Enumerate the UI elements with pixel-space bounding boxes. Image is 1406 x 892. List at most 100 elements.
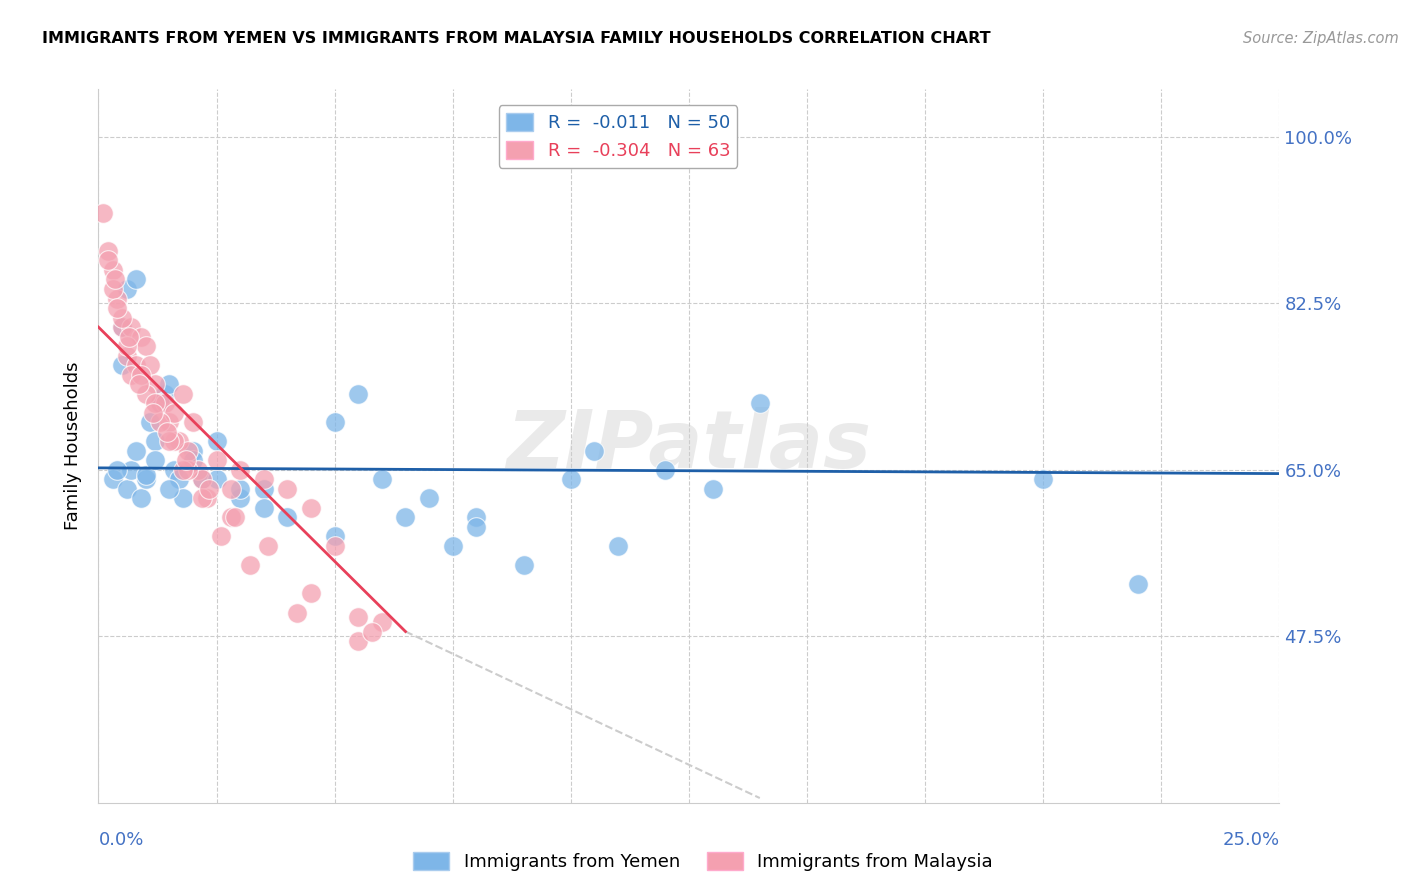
Point	[285, 606, 308, 620]
Point	[121, 368, 143, 382]
Point	[441, 539, 464, 553]
Point	[347, 610, 370, 624]
Point	[361, 624, 384, 639]
Point	[583, 443, 606, 458]
Point	[143, 396, 166, 410]
Point	[105, 301, 128, 315]
Point	[167, 472, 190, 486]
Point	[560, 472, 582, 486]
Point	[177, 443, 200, 458]
Point	[157, 377, 180, 392]
Point	[143, 377, 166, 392]
Point	[121, 463, 143, 477]
Point	[125, 272, 148, 286]
Legend: Immigrants from Yemen, Immigrants from Malaysia: Immigrants from Yemen, Immigrants from M…	[406, 845, 1000, 879]
Point	[702, 482, 724, 496]
Point	[465, 520, 488, 534]
Point	[128, 377, 150, 392]
Point	[115, 482, 138, 496]
Point	[177, 463, 200, 477]
Point	[191, 491, 214, 506]
Point	[229, 482, 252, 496]
Point	[654, 463, 676, 477]
Point	[371, 615, 394, 629]
Point	[129, 368, 152, 382]
Point	[111, 358, 134, 372]
Point	[129, 329, 152, 343]
Point	[163, 406, 186, 420]
Point	[125, 358, 148, 372]
Text: IMMIGRANTS FROM YEMEN VS IMMIGRANTS FROM MALAYSIA FAMILY HOUSEHOLDS CORRELATION : IMMIGRANTS FROM YEMEN VS IMMIGRANTS FROM…	[42, 31, 991, 46]
Point	[115, 349, 138, 363]
Point	[371, 472, 394, 486]
Point	[198, 482, 221, 496]
Point	[191, 472, 214, 486]
Point	[181, 415, 204, 429]
Point	[135, 386, 157, 401]
Point	[418, 491, 440, 506]
Point	[209, 529, 232, 543]
Point	[224, 510, 246, 524]
Point	[157, 482, 180, 496]
Point	[172, 463, 194, 477]
Point	[153, 396, 176, 410]
Point	[156, 425, 179, 439]
Point	[135, 472, 157, 486]
Point	[323, 539, 346, 553]
Point	[129, 491, 152, 506]
Point	[172, 491, 194, 506]
Point	[229, 463, 252, 477]
Point	[465, 510, 488, 524]
Text: 0.0%: 0.0%	[98, 831, 143, 849]
Point	[142, 406, 165, 420]
Point	[299, 500, 322, 515]
Point	[607, 539, 630, 553]
Point	[139, 415, 162, 429]
Point	[191, 472, 214, 486]
Point	[253, 472, 276, 486]
Point	[253, 482, 276, 496]
Point	[139, 358, 162, 372]
Point	[149, 396, 172, 410]
Point	[97, 253, 120, 268]
Point	[149, 396, 172, 410]
Point	[111, 320, 134, 334]
Point	[512, 558, 534, 572]
Point	[195, 491, 218, 506]
Point	[181, 453, 204, 467]
Point	[167, 434, 190, 449]
Text: Source: ZipAtlas.com: Source: ZipAtlas.com	[1243, 31, 1399, 46]
Point	[748, 396, 770, 410]
Point	[163, 463, 186, 477]
Point	[104, 272, 127, 286]
Point	[219, 510, 242, 524]
Point	[157, 415, 180, 429]
Point	[111, 320, 134, 334]
Point	[174, 453, 197, 467]
Point	[323, 529, 346, 543]
Point	[276, 482, 298, 496]
Point	[111, 310, 134, 325]
Point	[205, 453, 228, 467]
Point	[187, 463, 209, 477]
Point	[143, 453, 166, 467]
Point	[394, 510, 416, 524]
Y-axis label: Family Households: Family Households	[65, 362, 83, 530]
Point	[105, 292, 128, 306]
Point	[115, 339, 138, 353]
Point	[115, 282, 138, 296]
Point	[101, 263, 124, 277]
Point	[1126, 577, 1149, 591]
Text: 25.0%: 25.0%	[1222, 831, 1279, 849]
Legend: R =  -0.011   N = 50, R =  -0.304   N = 63: R = -0.011 N = 50, R = -0.304 N = 63	[499, 105, 737, 168]
Point	[153, 386, 176, 401]
Point	[143, 434, 166, 449]
Point	[205, 434, 228, 449]
Point	[91, 206, 114, 220]
Point	[347, 386, 370, 401]
Point	[97, 244, 120, 258]
Point	[118, 329, 141, 343]
Point	[135, 467, 157, 482]
Point	[229, 491, 252, 506]
Point	[157, 434, 180, 449]
